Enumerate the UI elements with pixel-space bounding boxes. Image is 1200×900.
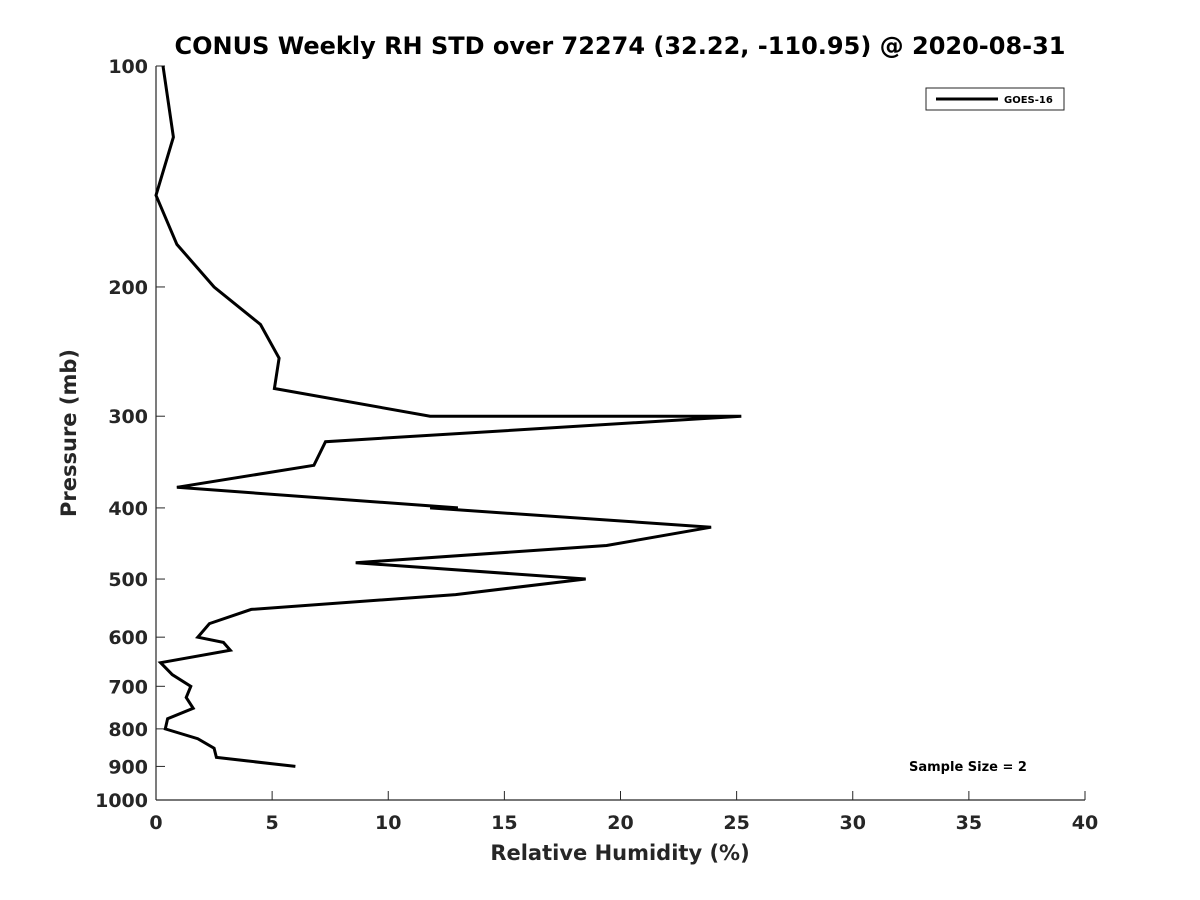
y-tick-label: 1000 (95, 790, 148, 812)
y-tick-label: 300 (108, 406, 148, 428)
x-axis-ticks: 0 5 10 15 20 25 30 35 40 (149, 791, 1098, 834)
y-tick-label: 200 (108, 277, 148, 299)
y-tick-label: 800 (108, 719, 148, 741)
y-tick-label: 900 (108, 756, 148, 778)
chart-title: CONUS Weekly RH STD over 72274 (32.22, -… (174, 32, 1065, 60)
y-tick-label: 100 (108, 56, 148, 78)
y-tick-label: 700 (108, 676, 148, 698)
y-tick-label: 600 (108, 627, 148, 649)
x-tick-label: 5 (266, 812, 279, 834)
legend: GOES-16 (925, 87, 1065, 111)
sample-size-annotation: Sample Size = 2 (909, 760, 1027, 775)
x-tick-label: 0 (149, 812, 162, 834)
x-tick-label: 10 (375, 812, 401, 834)
legend-label: GOES-16 (1004, 95, 1053, 106)
y-axis-label: Pressure (mb) (57, 349, 81, 517)
x-tick-label: 15 (491, 812, 517, 834)
x-tick-label: 20 (607, 812, 633, 834)
series-group (154, 65, 742, 768)
x-axis-label: Relative Humidity (%) (490, 841, 749, 865)
series-line-goes-16 (154, 65, 742, 768)
y-tick-label: 500 (108, 569, 148, 591)
x-tick-label: 35 (956, 812, 982, 834)
x-tick-label: 25 (723, 812, 749, 834)
y-tick-label: 400 (108, 498, 148, 520)
x-tick-label: 40 (1072, 812, 1098, 834)
x-tick-label: 30 (840, 812, 866, 834)
y-axis-ticks: 100 200 300 400 500 600 700 800 900 1000 (95, 56, 165, 812)
